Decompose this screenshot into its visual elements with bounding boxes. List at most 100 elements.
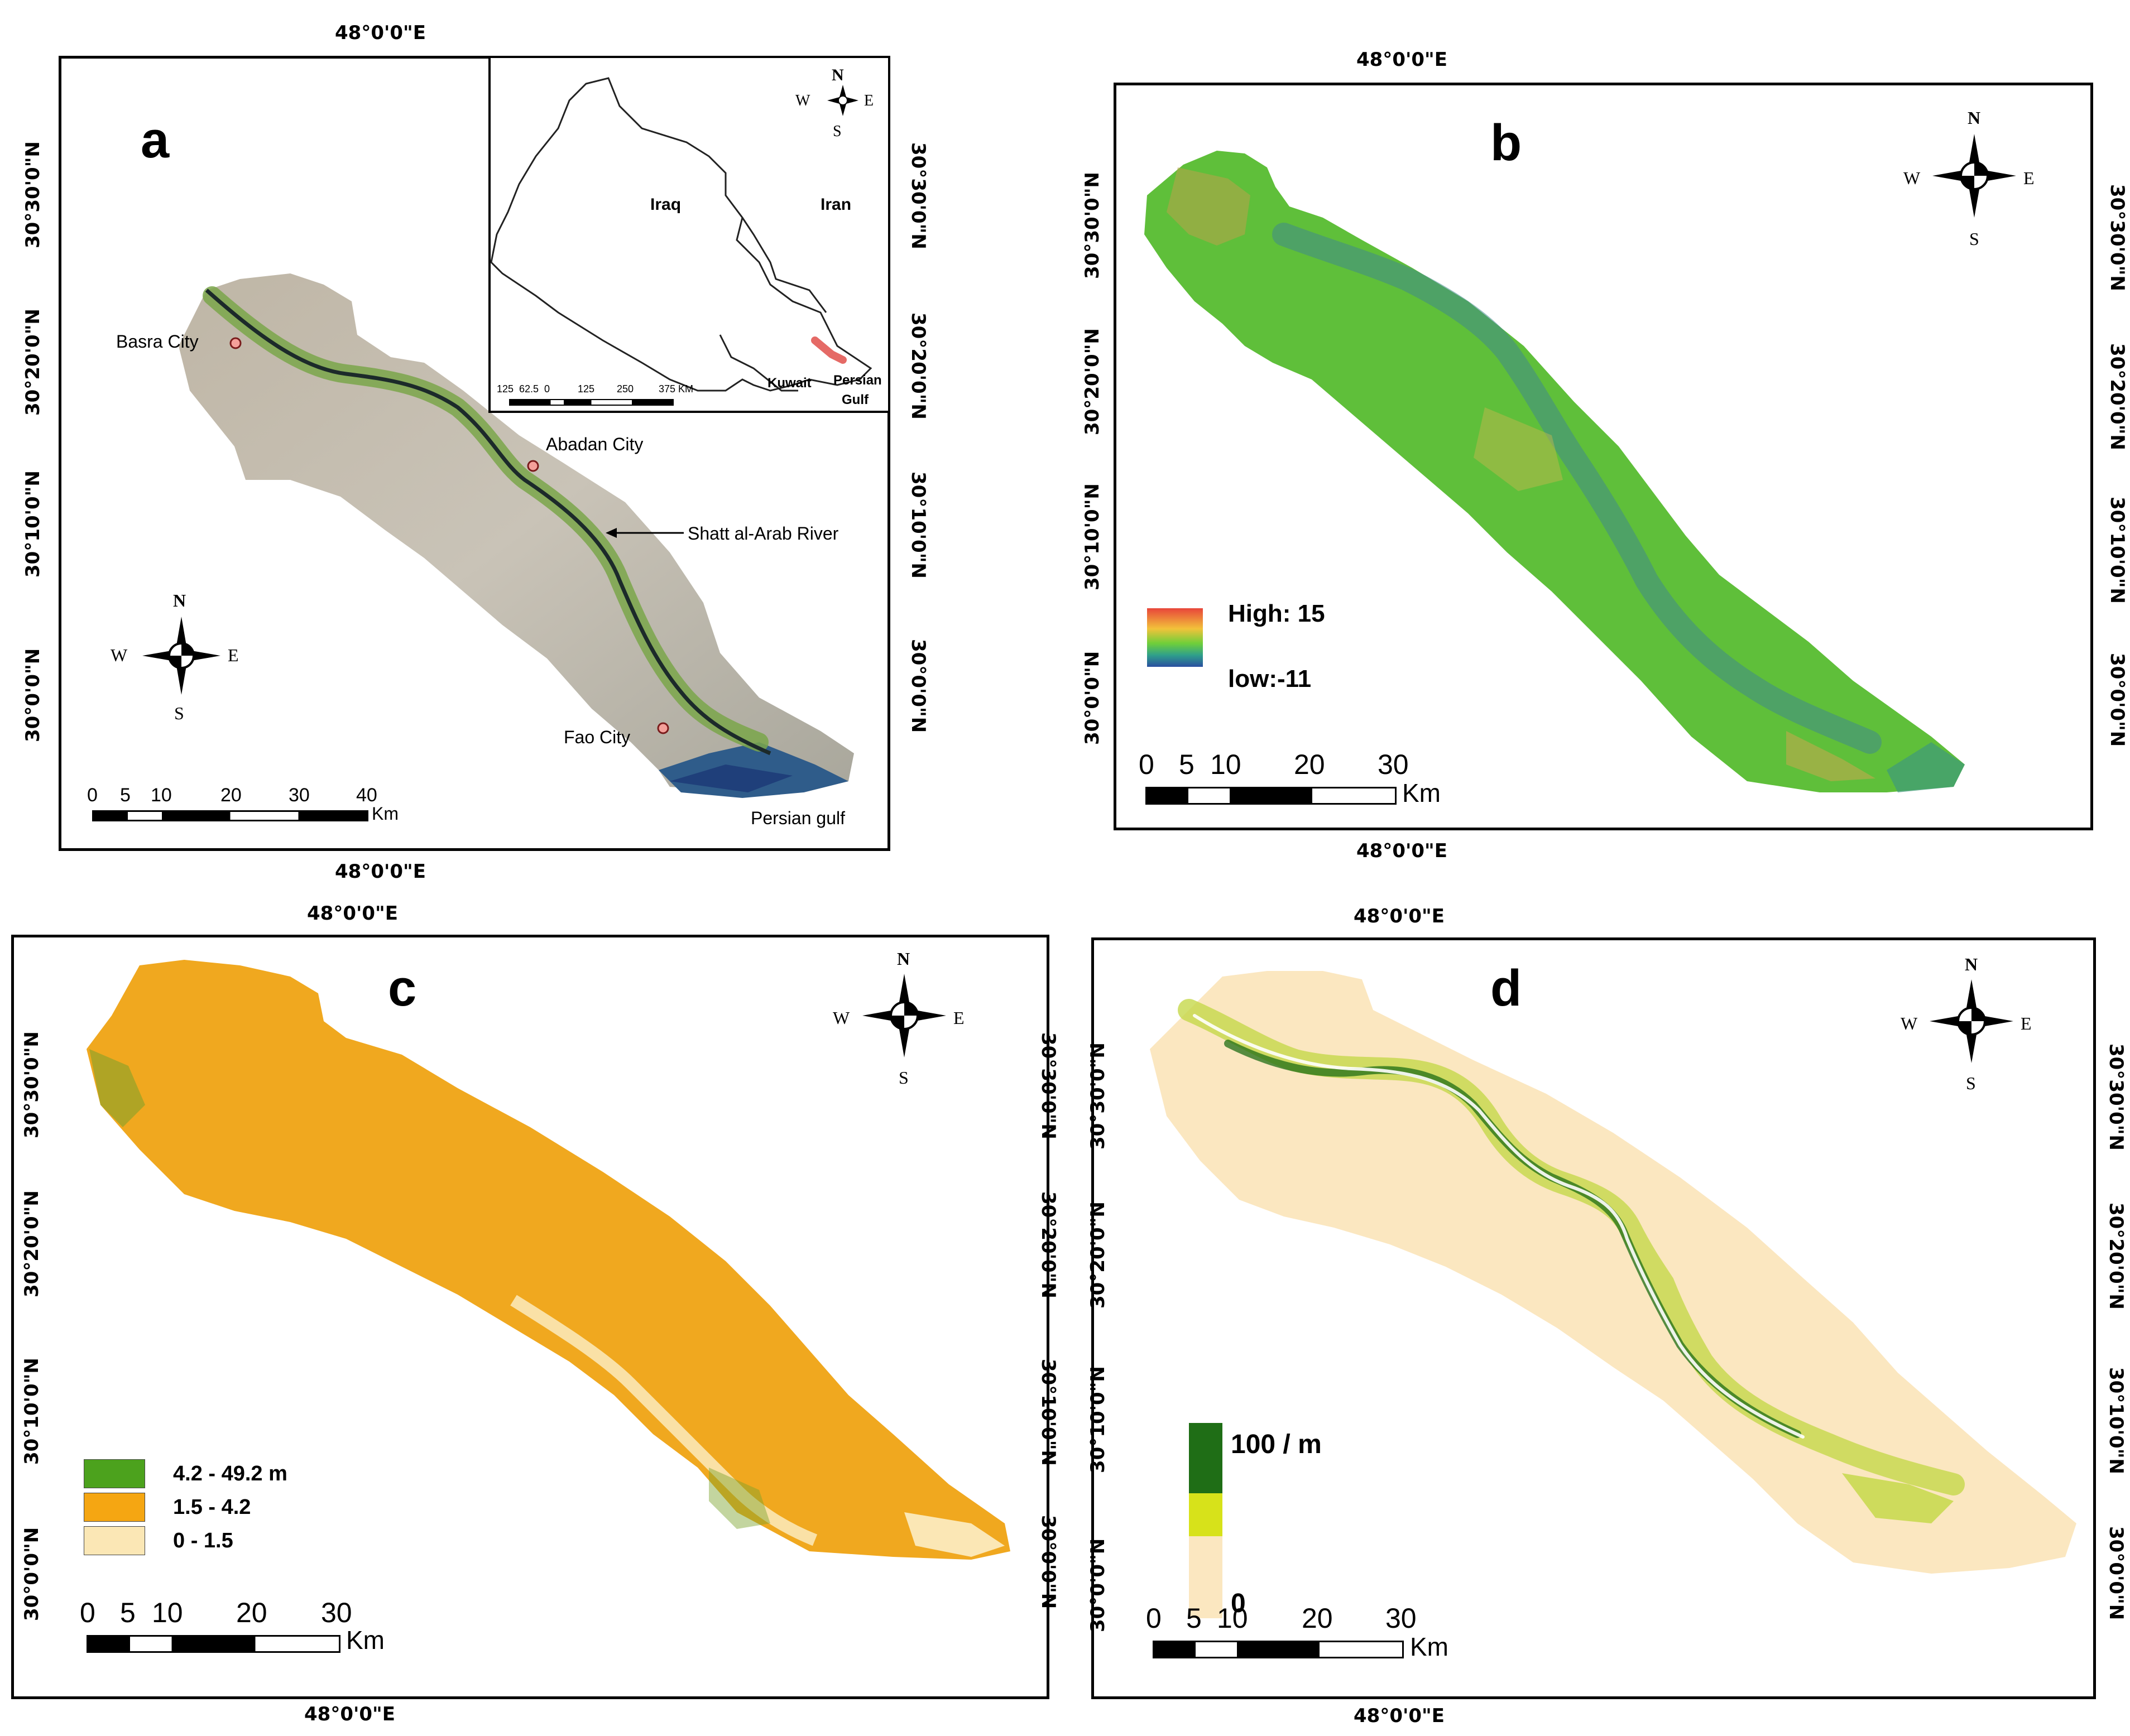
inset-map bbox=[490, 77, 872, 392]
compass-w: W bbox=[1903, 168, 1921, 188]
scale-tick: 30 bbox=[1378, 749, 1409, 780]
compass-icon bbox=[1930, 979, 2013, 1063]
compass-e: E bbox=[228, 645, 239, 665]
scale-bar bbox=[92, 810, 368, 821]
scale-tick: 40 bbox=[356, 785, 377, 806]
compass-icon bbox=[142, 617, 220, 695]
longitude-label-top: 48°0'0"E bbox=[1356, 49, 1447, 71]
scale-tick: 5 bbox=[120, 785, 131, 806]
panel-d: 48°0'0"E 48°0'0"E 30°30'0"N 30°20'0"N 30… bbox=[1061, 882, 2130, 1736]
compass-e: E bbox=[2023, 168, 2035, 188]
inset-scale-tick: 0 bbox=[544, 383, 550, 395]
scale-unit: Km bbox=[1402, 778, 1441, 807]
compass-w: W bbox=[1901, 1013, 1918, 1033]
scale-tick: 30 bbox=[1385, 1603, 1417, 1634]
inset-compass-icon bbox=[827, 85, 858, 116]
vegetation-map bbox=[1150, 971, 2076, 1574]
inset-label-gulf-2: Gulf bbox=[842, 392, 869, 407]
scale-tick: 0 bbox=[1146, 1603, 1162, 1634]
compass-s: S bbox=[1969, 229, 1979, 249]
scale-bar bbox=[87, 1635, 340, 1653]
elevation-map bbox=[1144, 151, 1965, 792]
inset-compass-s: S bbox=[833, 123, 842, 140]
scale-tick: 20 bbox=[1294, 749, 1325, 780]
longitude-label-bottom: 48°0'0"E bbox=[304, 1703, 395, 1725]
compass-icon bbox=[1932, 134, 2016, 218]
compass-n: N bbox=[173, 590, 186, 610]
inset-scale-bar bbox=[509, 399, 674, 406]
canopy-height-map bbox=[87, 960, 1010, 1560]
longitude-label-bottom: 48°0'0"E bbox=[1354, 1705, 1445, 1727]
compass-s: S bbox=[1966, 1073, 1976, 1093]
scale-tick: 10 bbox=[1210, 749, 1241, 780]
legend-top: 100 / m bbox=[1231, 1430, 1322, 1459]
inset-label-gulf-1: Persian bbox=[833, 373, 882, 388]
river-label: Shatt al-Arab River bbox=[688, 523, 839, 544]
legend-swatch bbox=[84, 1459, 145, 1488]
panel-label: a bbox=[141, 112, 170, 169]
compass-n: N bbox=[1968, 108, 1981, 128]
compass-icon bbox=[862, 974, 946, 1057]
scale-tick: 20 bbox=[236, 1597, 267, 1628]
inset-scale-tick: 62.5 bbox=[519, 383, 539, 395]
inset-scale-tick: 375 KM bbox=[659, 383, 694, 395]
legend-ramp bbox=[1189, 1423, 1222, 1618]
gulf-label: Persian gulf bbox=[751, 808, 845, 828]
scale-tick: 30 bbox=[321, 1597, 352, 1628]
inset-compass-w: W bbox=[795, 92, 810, 109]
inset-scale-tick: 250 bbox=[617, 383, 634, 395]
compass-n: N bbox=[1965, 954, 1978, 974]
legend-label: 0 - 1.5 bbox=[173, 1529, 233, 1552]
scale-tick: 5 bbox=[1186, 1603, 1202, 1634]
compass-n: N bbox=[897, 949, 910, 969]
longitude-label-bottom: 48°0'0"E bbox=[1356, 840, 1447, 862]
scale-tick: 20 bbox=[220, 785, 242, 806]
compass-e: E bbox=[2021, 1013, 2032, 1033]
compass-s: S bbox=[174, 703, 184, 723]
scale-tick: 0 bbox=[80, 1597, 95, 1628]
scale-tick: 5 bbox=[120, 1597, 136, 1628]
scale-bar bbox=[1145, 787, 1397, 805]
scale-tick: 10 bbox=[151, 785, 172, 806]
longitude-label-top: 48°0'0"E bbox=[307, 902, 398, 925]
scale-tick: 10 bbox=[152, 1597, 183, 1628]
panel-label: b bbox=[1490, 114, 1522, 171]
inset-scale-tick: 125 bbox=[497, 383, 514, 395]
scale-tick: 10 bbox=[1217, 1603, 1248, 1634]
city-label-basra: Basra City bbox=[116, 331, 199, 352]
inset-frame bbox=[488, 56, 890, 413]
scale-tick: 5 bbox=[1179, 749, 1194, 780]
scale-tick: 30 bbox=[289, 785, 310, 806]
legend-color-ramp bbox=[1147, 608, 1203, 667]
scale-unit: Km bbox=[346, 1626, 385, 1655]
city-label-fao: Fao City bbox=[564, 727, 631, 747]
inset-scale-tick: 125 bbox=[578, 383, 595, 395]
compass-w: W bbox=[111, 645, 128, 665]
legend-swatch bbox=[84, 1493, 145, 1522]
panel-label: c bbox=[388, 960, 417, 1017]
scale-tick: 0 bbox=[87, 785, 98, 806]
panel-label: d bbox=[1490, 960, 1522, 1017]
panel-a: 48°0'0"E 48°0'0"E 30°30'0"N 30°20'0"N 30… bbox=[0, 0, 929, 881]
panel-c: 48°0'0"E 48°0'0"E 30°30'0"N 30°20'0"N 30… bbox=[0, 882, 1061, 1736]
longitude-label-top: 48°0'0"E bbox=[335, 22, 426, 44]
scale-bar bbox=[1153, 1641, 1404, 1658]
longitude-label-bottom: 48°0'0"E bbox=[335, 860, 426, 883]
legend-swatch bbox=[84, 1526, 145, 1555]
compass-w: W bbox=[833, 1008, 850, 1028]
longitude-label-top: 48°0'0"E bbox=[1354, 905, 1445, 927]
compass-s: S bbox=[899, 1067, 909, 1088]
panel-b: 48°0'0"E 48°0'0"E 30°30'0"N 30°20'0"N 30… bbox=[1061, 0, 2130, 871]
city-label-abadan: Abadan City bbox=[546, 434, 644, 454]
legend-label: 4.2 - 49.2 m bbox=[173, 1462, 287, 1485]
inset-label-iraq: Iraq bbox=[650, 195, 682, 214]
legend-low: low:-11 bbox=[1228, 665, 1312, 693]
inset-compass-e: E bbox=[864, 92, 874, 109]
scale-unit: Km bbox=[1410, 1632, 1448, 1661]
legend-bottom: 0 bbox=[1231, 1589, 1246, 1618]
inset-label-iran: Iran bbox=[821, 195, 852, 214]
legend-high: High: 15 bbox=[1228, 600, 1325, 627]
inset-label-kuwait: Kuwait bbox=[767, 376, 812, 391]
inset-compass-n: N bbox=[832, 66, 844, 84]
legend-label: 1.5 - 4.2 bbox=[173, 1495, 251, 1519]
